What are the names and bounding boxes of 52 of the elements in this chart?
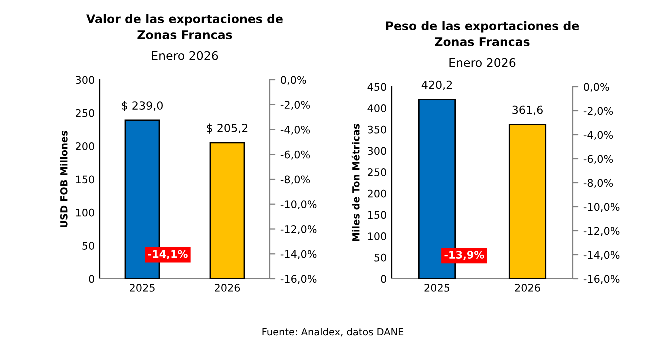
x-tick-label: 2026 (215, 284, 240, 292)
y-tick-label: 150 (76, 176, 94, 184)
y-axis-title: USD FOB Millones (60, 131, 68, 228)
y2-tick-label: -14,0% (280, 250, 317, 260)
y2-tick-label: -14,0% (584, 251, 620, 260)
y-tick-label: 200 (368, 190, 386, 198)
y-tick-label: 300 (368, 147, 386, 156)
y2-tick-label: -2,0% (584, 107, 614, 116)
y-axis-title: Miles de Ton Métricas (352, 124, 360, 242)
chart-title: Peso de las exportaciones de Zonas Francas (386, 21, 580, 46)
y-tick-label: 0 (381, 275, 386, 284)
y2-tick-label: -4,0% (584, 131, 614, 140)
chart-subtitle: Enero 2026 (450, 58, 516, 68)
y2-tick-label: -12,0% (584, 227, 620, 236)
y2-tick-label: 0,0% (281, 76, 306, 86)
y2-tick-label: -2,0% (280, 101, 310, 110)
chart-title: Valor de las exportaciones de Zonas Francas (86, 14, 283, 40)
y2-tick-label: -8,0% (280, 176, 310, 185)
data-label: 361,6 (512, 106, 543, 116)
y2-tick-label: -16,0% (280, 275, 317, 284)
data-label: 420,2 (422, 80, 452, 90)
annotation: -14,1% (148, 250, 188, 260)
y-tick-label: 350 (368, 126, 386, 134)
y2-tick-label: -4,0% (280, 126, 310, 135)
y2-tick-label: -10,0% (280, 200, 317, 210)
y2-tick-label: -12,0% (280, 225, 317, 234)
x-tick-label: 2025 (130, 284, 155, 292)
y-tick-label: 400 (368, 104, 386, 112)
y-tick-label: 50 (374, 254, 386, 262)
source-note: Fuente: Analdex, datos DANE (262, 328, 404, 337)
annotation: -13,9% (444, 251, 484, 260)
data-label: $ 239,0 (122, 101, 163, 112)
y-tick-label: 50 (82, 242, 94, 250)
x-tick-label: 2026 (515, 284, 540, 292)
y2-tick-label: -10,0% (584, 203, 620, 212)
y-tick-label: 0 (89, 275, 94, 284)
chart-subtitle: Enero 2026 (152, 51, 218, 60)
y-tick-label: 300 (76, 76, 94, 84)
data-label: $ 205,2 (207, 124, 248, 134)
y-tick-label: 250 (76, 109, 94, 118)
x-tick-label: 2025 (424, 284, 450, 292)
y2-tick-label: -6,0% (584, 155, 614, 164)
y2-tick-label: -8,0% (584, 179, 614, 188)
y-tick-label: 100 (368, 232, 386, 240)
y-tick-label: 200 (76, 142, 94, 150)
y2-tick-label: 0,0% (584, 83, 610, 92)
y-tick-label: 100 (76, 208, 94, 217)
y2-tick-label: -16,0% (584, 275, 620, 284)
y2-tick-label: -6,0% (280, 150, 310, 160)
y-tick-label: 150 (368, 211, 386, 220)
y-tick-label: 450 (368, 83, 386, 92)
y-tick-label: 250 (368, 168, 386, 176)
